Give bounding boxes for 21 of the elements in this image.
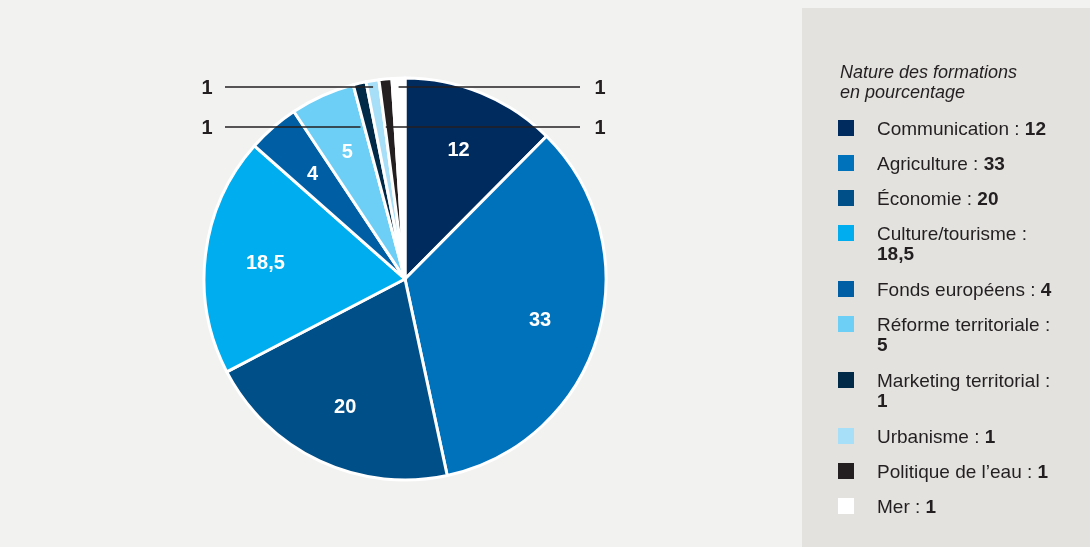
legend-label: Communication : 12: [877, 117, 1046, 139]
data-label: 1: [594, 116, 606, 138]
data-label: 12: [447, 137, 470, 160]
legend-label: Culture/tourisme : 18,5: [877, 222, 1033, 264]
legend-title: Nature des formations en pourcentage: [840, 62, 1018, 102]
legend-label: Mer : 1: [877, 495, 937, 517]
data-label: 1: [201, 116, 213, 138]
legend-label: Politique de l’eau : 1: [877, 460, 1049, 482]
data-label: 1: [201, 76, 213, 98]
data-label: 1: [594, 76, 606, 98]
data-label: 4: [307, 161, 320, 184]
legend-label: Marketing territorial : 1: [877, 369, 1056, 411]
legend-label: Économie : 20: [877, 187, 999, 209]
data-label: 18,5: [245, 250, 285, 273]
data-label: 33: [528, 307, 552, 330]
legend-label: Agriculture : 33: [877, 152, 1005, 174]
legend-label: Réforme territoriale : 5: [877, 313, 1056, 355]
legend-label: Urbanisme : 1: [877, 425, 996, 447]
legend-label: Fonds européens : 4: [877, 278, 1052, 300]
data-label: 5: [341, 139, 353, 162]
data-label: 20: [334, 395, 357, 418]
